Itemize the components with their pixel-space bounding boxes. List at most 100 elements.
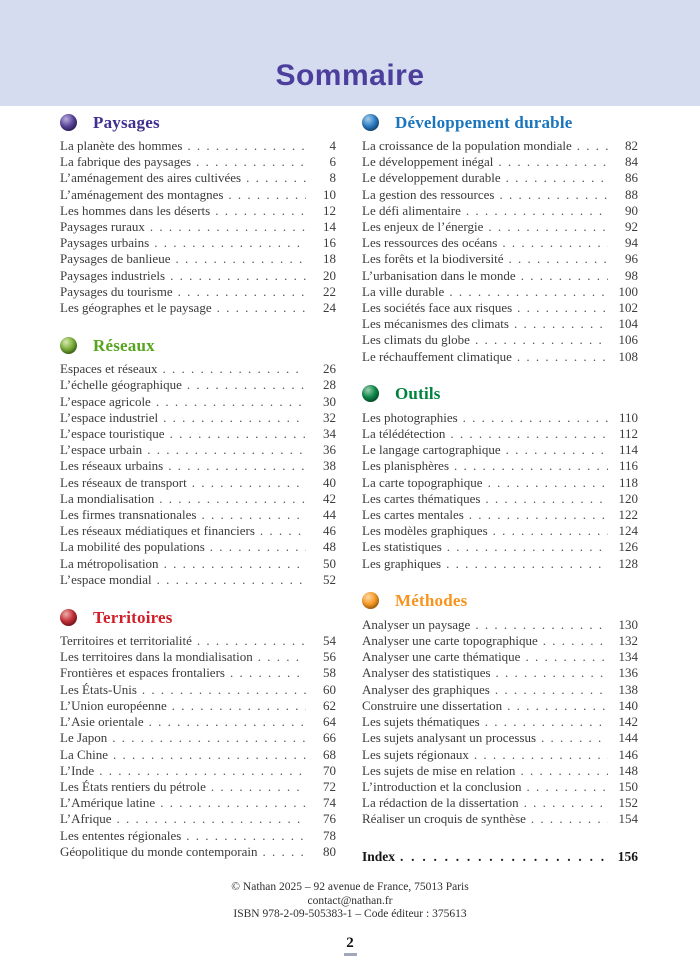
toc-entry: Les climats du globe 106 [362,332,638,348]
toc-entry: Paysages ruraux 14 [60,219,336,235]
dot-leader [262,844,306,860]
section-header: Paysages [60,111,336,133]
dot-leader [157,572,306,588]
toc-entry: L’Afrique 76 [60,811,336,827]
toc-entry-label: Le Japon [60,730,108,746]
toc-entry-page: 40 [323,474,336,490]
toc-entry-label: Analyser une carte thématique [362,649,521,665]
toc-entry: La Chine 68 [60,747,336,763]
toc-entry-label: L’espace mondial [60,571,152,587]
toc-entry: Construire une dissertation 140 [362,698,638,714]
toc-entry: Analyser une carte thématique 134 [362,649,638,665]
toc-entry-page: 36 [323,442,336,458]
dot-leader [187,138,306,154]
dot-leader [201,507,306,523]
toc-entry: Les planisphères 116 [362,458,638,474]
toc-entry-page: 14 [323,219,336,235]
dot-leader [99,763,306,779]
dot-leader [156,394,306,410]
dot-leader [172,698,306,714]
toc-entry: L’espace mondial 52 [60,572,336,588]
dot-leader [164,556,306,572]
toc-entry: L’introduction et la conclusion 150 [362,779,638,795]
toc-entry-label: L’Union européenne [60,697,167,713]
toc-entry: Les cartes thématiques 120 [362,491,638,507]
dot-leader [474,747,608,763]
dot-leader [178,284,306,300]
toc-entry-label: L’espace agricole [60,393,151,409]
toc-entry: L’aménagement des montagnes 10 [60,187,336,203]
toc-entry: Les réseaux médiatiques et financiers 46 [60,523,336,539]
section-territoires: Territoires Territoires et territorialit… [60,606,336,860]
toc-entry: Les ressources des océans 94 [362,235,638,251]
dot-leader [215,203,306,219]
index-label: Index [362,848,396,864]
section-paysages: Paysages La planète des hommes 4 La fabr… [60,111,336,316]
toc-entry-label: Les sujets thématiques [362,714,480,730]
dot-leader [446,556,608,572]
toc-entry-label: L’espace urbain [60,442,143,458]
toc-entry-page: 94 [625,235,638,251]
toc-entry: Les mécanismes des climats 104 [362,316,638,332]
section-rows: Territoires et territorialité 54 Les ter… [60,633,336,860]
dot-leader [160,795,306,811]
dot-leader [509,251,608,267]
toc-entry: L’espace touristique 34 [60,426,336,442]
toc-entry-label: La carte topographique [362,474,483,490]
dot-leader [577,138,608,154]
toc-entry: L’Union européenne 62 [60,698,336,714]
dot-leader [186,828,306,844]
section-title: Méthodes [395,591,468,611]
section-outils: Outils Les photographies 110 La télédéte… [362,383,638,572]
toc-entry-label: La télédétection [362,426,446,442]
dot-leader [196,154,306,170]
toc-entry: L’échelle géographique 28 [60,377,336,393]
toc-entry-page: 66 [323,730,336,746]
toc-entry-page: 68 [323,746,336,762]
dot-leader [506,170,608,186]
toc-content: Paysages La planète des hommes 4 La fabr… [0,106,700,865]
toc-entry-label: Les sociétés face aux risques [362,300,513,316]
toc-entry-label: L’Afrique [60,811,112,827]
toc-entry: Le développement inégal 84 [362,154,638,170]
toc-entry-page: 112 [618,426,638,442]
dot-leader [520,763,608,779]
toc-entry-label: Les sujets régionaux [362,746,469,762]
dot-leader [142,682,306,698]
toc-entry: L’urbanisation dans le monde 98 [362,268,638,284]
toc-entry: Réaliser un croquis de synthèse 154 [362,811,638,827]
toc-entry-label: La ville durable [362,283,445,299]
toc-entry-label: Les ententes régionales [60,827,182,843]
toc-entry-page: 64 [323,714,336,730]
toc-entry-page: 136 [618,665,639,681]
dot-leader [192,475,306,491]
toc-entry-label: Paysages industriels [60,267,166,283]
toc-entry-page: 100 [618,283,639,299]
section-rows: Les photographies 110 La télédétection 1… [362,410,638,572]
toc-entry-page: 10 [323,186,336,202]
dot-leader [260,523,306,539]
toc-entry-page: 32 [323,409,336,425]
toc-entry-page: 74 [323,795,336,811]
toc-entry-page: 120 [618,490,639,506]
dot-leader [147,442,306,458]
toc-entry: La fabrique des paysages 6 [60,154,336,170]
header-band: Sommaire [0,0,700,106]
toc-entry: La planète des hommes 4 [60,138,336,154]
page-number-bar [343,953,357,956]
toc-entry-page: 20 [323,267,336,283]
dot-leader [466,203,608,219]
toc-entry: Les géographes et le paysage 24 [60,300,336,316]
toc-entry: Le développement durable 86 [362,170,638,186]
toc-entry-page: 142 [618,714,639,730]
toc-entry-page: 82 [625,138,638,153]
dot-leader [217,300,306,316]
dot-leader [449,284,608,300]
toc-entry: Le réchauffement climatique 108 [362,349,638,365]
index-row: Index 156 [362,848,638,865]
toc-entry: Le Japon 66 [60,730,336,746]
toc-entry: L’Asie orientale 64 [60,714,336,730]
toc-entry-label: Les firmes transnationales [60,507,197,523]
toc-entry: Les sujets analysant un processus 144 [362,730,638,746]
toc-entry: La carte topographique 118 [362,475,638,491]
